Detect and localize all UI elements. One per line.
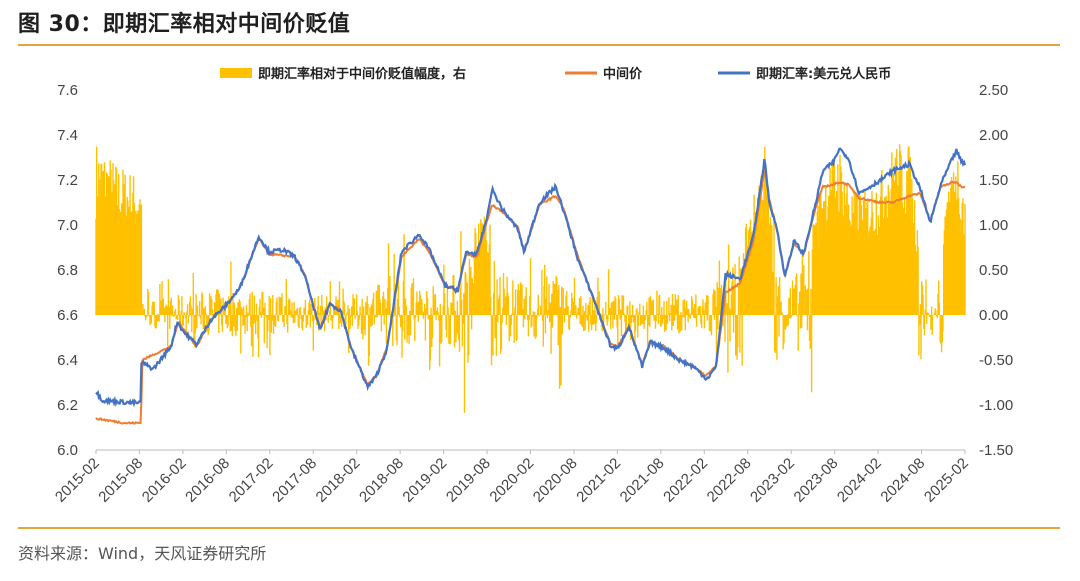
left-tick-label: 6.0 [57, 442, 78, 459]
x-tick-label: 2015-02 [52, 455, 103, 506]
left-tick-label: 6.2 [57, 397, 78, 414]
source-note: 资料来源：Wind，天风证券研究所 [18, 544, 267, 563]
right-tick-label: -1.50 [979, 442, 1013, 459]
x-tick-label: 2018-02 [313, 455, 364, 506]
left-tick-label: 6.6 [57, 307, 78, 324]
source-rule [18, 527, 1060, 529]
left-tick-label: 7.6 [57, 82, 78, 99]
x-tick-label: 2022-08 [704, 455, 755, 506]
x-tick-label: 2016-08 [182, 455, 233, 506]
right-tick-label: 1.00 [979, 217, 1008, 234]
x-tick-label: 2019-02 [399, 455, 450, 506]
right-tick-label: 2.00 [979, 127, 1008, 144]
x-tick-label: 2023-08 [791, 455, 842, 506]
fx-chart: 6.0 6.2 6.4 6.6 6.8 7.0 7.2 7.4 7.6 -1.50 -1.00 -0.… [52, 66, 1013, 506]
x-tick-label: 2017-02 [226, 455, 277, 506]
legend-label: 中间价 [603, 66, 643, 82]
title-rule [18, 44, 1060, 46]
right-tick-label: 1.50 [979, 172, 1008, 189]
chart-legend: 即期汇率相对于中间价贬值幅度，右 中间价 即期汇率:美元兑人民币 [220, 66, 891, 82]
rate-lines [95, 147, 967, 425]
x-tick-label: 2025-02 [921, 455, 972, 506]
x-tick-label: 2023-02 [747, 455, 798, 506]
legend-label: 即期汇率:美元兑人民币 [756, 66, 891, 82]
x-tick-label: 2022-02 [660, 455, 711, 506]
x-tick-label: 2015-08 [95, 455, 146, 506]
deviation-bar-series [95, 144, 966, 413]
right-tick-label: 0.50 [979, 262, 1008, 279]
x-tick-label: 2024-02 [834, 455, 885, 506]
left-tick-label: 7.0 [57, 217, 78, 234]
x-tick-label: 2024-08 [877, 455, 928, 506]
x-tick-label: 2020-08 [530, 455, 581, 506]
deviation-bars [95, 144, 966, 413]
x-tick-label: 2017-08 [269, 455, 320, 506]
right-tick-label: -1.00 [979, 397, 1013, 414]
spot-rate-line [95, 147, 967, 408]
x-tick-label: 2018-08 [356, 455, 407, 506]
right-tick-label: 2.50 [979, 82, 1008, 99]
x-tick-label: 2016-02 [139, 455, 190, 506]
right-tick-label: 0.00 [979, 307, 1008, 324]
left-tick-label: 6.8 [57, 262, 78, 279]
left-tick-label: 7.4 [57, 127, 78, 144]
left-tick-label: 7.2 [57, 172, 78, 189]
right-tick-label: -0.50 [979, 352, 1013, 369]
x-tick-label: 2021-08 [617, 455, 668, 506]
legend-swatch-bar [220, 68, 252, 78]
x-tick-label: 2019-08 [443, 455, 494, 506]
figure-title: 图 30：即期汇率相对中间价贬值 [18, 12, 351, 37]
x-tick-label: 2021-02 [573, 455, 624, 506]
legend-label: 即期汇率相对于中间价贬值幅度，右 [258, 66, 466, 82]
left-tick-label: 6.4 [57, 352, 78, 369]
x-tick-label: 2020-02 [486, 455, 537, 506]
